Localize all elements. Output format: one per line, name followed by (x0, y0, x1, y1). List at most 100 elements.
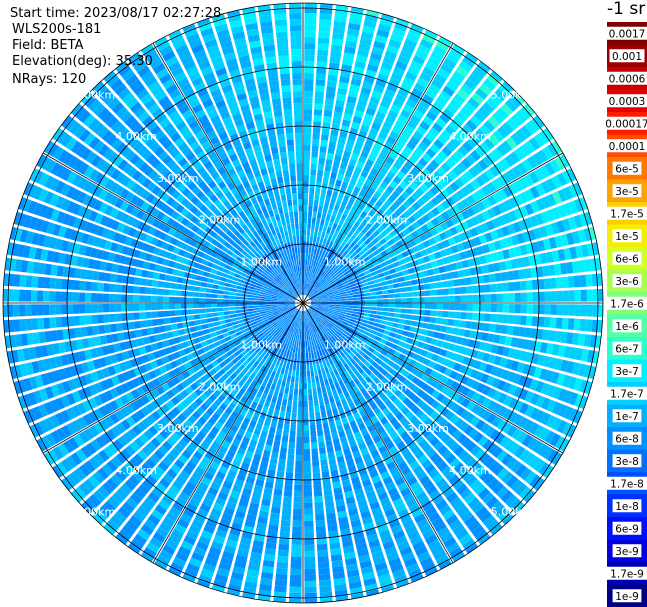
ray (6, 304, 296, 364)
ray (115, 61, 299, 297)
ray (310, 304, 600, 364)
ray (305, 310, 395, 593)
ray (309, 307, 554, 479)
ray (257, 4, 303, 296)
ray (70, 308, 298, 503)
ray (182, 23, 301, 296)
colorbar-label: 0.0001 (609, 141, 646, 153)
range-label: 1.00km (324, 255, 366, 268)
range-label: 3.00km (157, 422, 199, 435)
ray (3, 288, 296, 303)
colorbar-label-bg (606, 94, 647, 108)
range-label: 5.00km (74, 506, 116, 519)
colorbar-label: 3e-5 (615, 186, 639, 198)
ray (308, 308, 525, 515)
ray (307, 61, 491, 297)
colorbar-label-bg (609, 49, 645, 63)
colorbar-label-bg (606, 71, 647, 85)
colorbar-label: 1e-7 (615, 411, 639, 423)
ray (310, 303, 603, 333)
ray (310, 182, 583, 301)
colorbar-label: 6e-5 (615, 163, 639, 175)
ray (127, 52, 299, 297)
colorbar-label-bg (612, 499, 642, 513)
azimuth-spoke (42, 152, 304, 304)
ray (115, 309, 299, 545)
ray (226, 9, 302, 296)
colorbar-label: 6e-8 (615, 433, 639, 445)
range-label: 1.00km (324, 339, 366, 352)
range-label: 5.00km (74, 88, 116, 101)
ray (303, 310, 349, 602)
ray (226, 310, 302, 597)
nrays-label: NRays: 120 (12, 72, 87, 87)
colorbar-label-bg (612, 364, 642, 378)
colorbar: 0.0017 0.001 0.0006 0.0003 0.00017 0.0001 6e-5… (603, 22, 647, 607)
ray (81, 91, 298, 298)
colorbar-label: 1.7e-9 (610, 568, 644, 580)
ray (91, 81, 298, 298)
ray (310, 303, 602, 349)
azimuth-spoke (302, 152, 564, 304)
ray (140, 309, 299, 563)
ray (305, 310, 424, 583)
colorbar-label-bg (612, 409, 642, 423)
colorbar-title: -1 sr (607, 0, 646, 19)
ray (309, 306, 570, 452)
ray (154, 36, 300, 297)
colorbar-label: 0.001 (612, 51, 642, 63)
azimuth-spoke (152, 42, 304, 304)
colorbar-label: 1.7e-8 (610, 478, 644, 490)
ray (6, 242, 296, 302)
ray (305, 310, 410, 588)
ray (211, 310, 301, 593)
range-label: 2.00km (366, 380, 408, 393)
ray (308, 308, 503, 536)
ray (168, 29, 300, 296)
colorbar-label-bg (612, 521, 642, 535)
ray (310, 226, 597, 302)
ray (310, 305, 583, 424)
colorbar-label: 1.7e-7 (610, 388, 644, 400)
colorbar-label-bg (606, 476, 647, 490)
range-label: 2.00km (199, 214, 241, 227)
azimuth-spoke (302, 302, 454, 564)
elevation-label: Elevation(deg): 35.30 (12, 54, 153, 69)
ray (29, 168, 296, 300)
ray (304, 310, 364, 600)
ray (13, 211, 296, 301)
ray (127, 309, 299, 554)
ray (273, 3, 303, 296)
ray (29, 306, 296, 438)
colorbar-label-bg (612, 319, 642, 333)
colorbar-label-bg (603, 116, 647, 130)
field-label: Field: BETA (12, 38, 84, 53)
colorbar-label-bg (606, 296, 647, 310)
colorbar-label: 1e-5 (615, 231, 639, 243)
range-label: 2.00km (366, 214, 408, 227)
ray (308, 103, 536, 298)
colorbar-label: 0.00017 (605, 118, 647, 130)
colorbar-label: 6e-9 (615, 523, 639, 535)
ray (310, 305, 588, 410)
colorbar-label: 0.0017 (609, 28, 646, 40)
ray (3, 273, 296, 303)
ray (288, 3, 303, 296)
ray (308, 70, 503, 298)
ray (36, 154, 297, 300)
ray (310, 273, 603, 303)
range-label: 4.00km (115, 464, 157, 477)
azimuth-spoke (302, 302, 564, 454)
ray (305, 18, 410, 296)
ray (309, 115, 545, 299)
colorbar-label: 6e-6 (615, 253, 639, 265)
ray (306, 29, 438, 296)
ray (70, 103, 298, 298)
ray (61, 307, 297, 491)
ray (308, 91, 525, 298)
ray (9, 304, 296, 380)
range-label: 1.00km (240, 339, 282, 352)
ray (307, 309, 466, 563)
colorbar-label-bg (606, 139, 647, 153)
